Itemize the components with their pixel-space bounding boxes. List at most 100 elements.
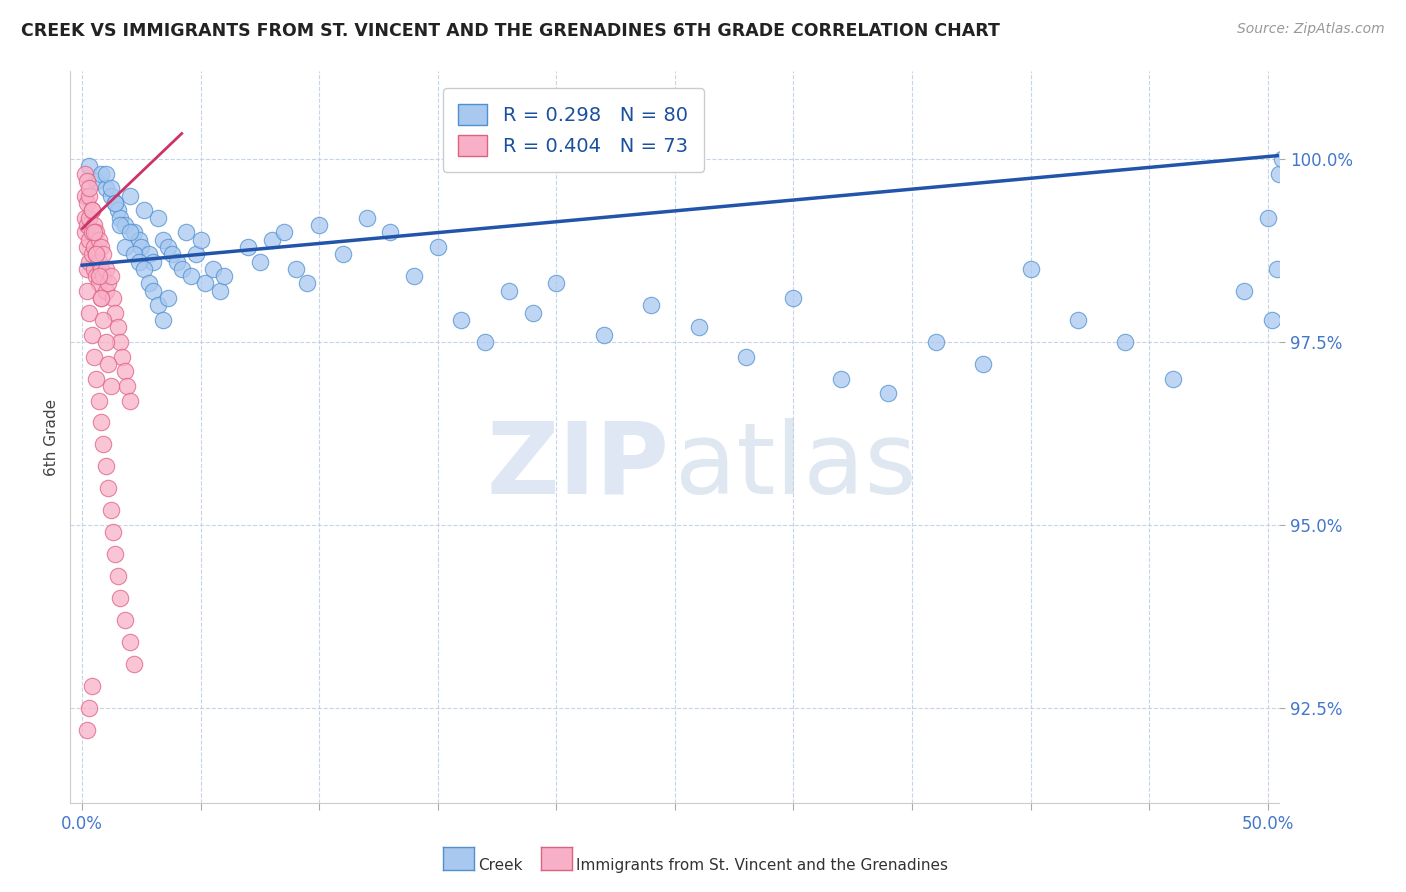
Point <box>924 334 946 349</box>
Point <box>735 350 758 364</box>
Point <box>176 225 198 239</box>
Point <box>201 261 224 276</box>
Point <box>90 240 112 254</box>
Point <box>249 254 271 268</box>
Point <box>94 167 117 181</box>
Point <box>80 203 103 218</box>
Point <box>308 218 330 232</box>
Point <box>114 218 136 232</box>
Point <box>80 327 103 342</box>
Point <box>94 181 117 195</box>
Point <box>1161 371 1184 385</box>
Text: Immigrants from St. Vincent and the Grenadines: Immigrants from St. Vincent and the Gren… <box>576 858 949 872</box>
Point <box>214 269 236 284</box>
Point <box>76 196 98 211</box>
Point <box>90 416 112 430</box>
Point <box>86 174 108 188</box>
Point <box>83 240 105 254</box>
Point <box>73 225 96 239</box>
Point <box>114 240 136 254</box>
Point <box>1265 261 1288 276</box>
Point <box>80 203 103 218</box>
Point <box>1271 152 1294 166</box>
Point <box>77 188 100 202</box>
Point <box>284 261 307 276</box>
Point <box>146 298 169 312</box>
Point <box>138 277 160 291</box>
Point <box>101 291 124 305</box>
Point <box>546 277 568 291</box>
Point <box>142 254 165 268</box>
Point <box>87 254 110 268</box>
Point <box>142 284 165 298</box>
Point <box>180 269 202 284</box>
Point <box>1261 313 1284 327</box>
Point <box>332 247 354 261</box>
Point <box>170 261 193 276</box>
Point <box>1067 313 1090 327</box>
Point <box>118 225 141 239</box>
Point <box>124 225 146 239</box>
Point <box>108 218 131 232</box>
Point <box>118 393 141 408</box>
Point <box>73 167 96 181</box>
Point <box>1233 284 1256 298</box>
Point <box>972 357 994 371</box>
Point <box>77 700 100 714</box>
Point <box>688 320 710 334</box>
Point <box>592 327 614 342</box>
Point <box>90 167 112 181</box>
Point <box>118 635 141 649</box>
Point <box>77 160 100 174</box>
Point <box>94 334 117 349</box>
Point <box>76 284 98 298</box>
Legend: R = 0.298   N = 80, R = 0.404   N = 73: R = 0.298 N = 80, R = 0.404 N = 73 <box>443 88 703 171</box>
Point <box>97 277 120 291</box>
Point <box>118 188 141 202</box>
Point <box>184 247 207 261</box>
Point <box>94 261 117 276</box>
Point <box>101 525 124 540</box>
Point <box>128 233 150 247</box>
Point <box>80 679 103 693</box>
Point <box>93 437 115 451</box>
Point <box>86 269 108 284</box>
Point <box>76 174 98 188</box>
Point <box>94 459 117 474</box>
Point <box>77 181 100 195</box>
Point <box>104 547 127 561</box>
Point <box>87 269 110 284</box>
Point <box>194 277 217 291</box>
Point <box>77 211 100 225</box>
Point <box>87 393 110 408</box>
Point <box>73 188 96 202</box>
Point <box>93 313 115 327</box>
Point <box>190 233 212 247</box>
Point <box>146 211 169 225</box>
Point <box>80 247 103 261</box>
Point <box>83 225 105 239</box>
Point <box>156 240 179 254</box>
Point <box>100 503 122 517</box>
Point <box>86 247 108 261</box>
Point <box>97 481 120 495</box>
Point <box>297 277 319 291</box>
Point <box>522 306 544 320</box>
Point <box>100 188 122 202</box>
Point <box>77 233 100 247</box>
Point <box>1019 261 1042 276</box>
Point <box>782 291 804 305</box>
Point <box>111 350 134 364</box>
Point <box>86 371 108 385</box>
Point <box>76 723 98 737</box>
Point <box>138 247 160 261</box>
Point <box>100 269 122 284</box>
Point <box>260 233 283 247</box>
Point <box>830 371 852 385</box>
Point <box>115 379 138 393</box>
Point <box>132 261 155 276</box>
Text: Creek: Creek <box>478 858 523 872</box>
Point <box>77 306 100 320</box>
Point <box>100 181 122 195</box>
Point <box>77 254 100 268</box>
